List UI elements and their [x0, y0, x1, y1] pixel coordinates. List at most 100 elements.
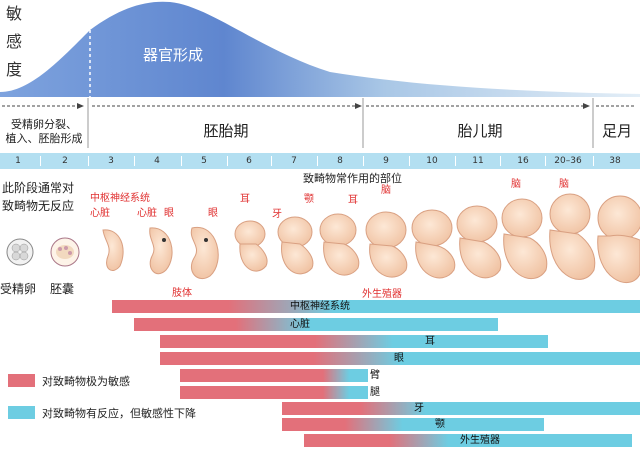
week-3: 3	[108, 156, 114, 166]
bar-label-legs: 腿	[370, 387, 380, 398]
week-sep	[455, 156, 456, 166]
period-full-term: 足月	[601, 122, 632, 140]
bar-arms	[180, 369, 368, 382]
embryo-wk4	[149, 227, 173, 275]
week-sep	[545, 156, 546, 166]
arrow-fetal-head	[583, 103, 590, 109]
label-jaw: 颚	[304, 194, 314, 205]
week-sep	[40, 156, 41, 166]
label-ear-wk8: 耳	[348, 195, 358, 206]
week-sep	[409, 156, 410, 166]
embryo-wk6	[234, 220, 268, 272]
week-sep	[271, 156, 272, 166]
period-pre-line-2: 植入、胚胎形成	[5, 132, 83, 145]
week-1: 1	[15, 156, 21, 166]
bar-jaw	[282, 418, 544, 431]
zygote-illustration	[6, 238, 34, 266]
embryo-wk5	[190, 227, 219, 280]
early-note-line-1: 此阶段通常对	[2, 181, 75, 195]
arrow-pre-head	[77, 103, 84, 109]
sensitivity-curve-area	[0, 1, 640, 97]
week-9: 9	[383, 156, 389, 166]
fetus-wk9	[365, 211, 408, 278]
embryo-wk8	[319, 213, 360, 276]
label-eye-wk4: 眼	[164, 208, 174, 219]
legend-swatch-highly-sensitive	[8, 374, 35, 387]
week-sep	[227, 156, 228, 166]
label-brain-wk16: 脑	[511, 179, 521, 190]
bar-ear	[160, 335, 548, 348]
organs-header: 致畸物常作用的部位	[303, 172, 402, 185]
week-7: 7	[291, 156, 297, 166]
bar-cns	[112, 300, 640, 313]
period-fetal: 胎儿期	[457, 122, 503, 140]
bar-label-teeth: 牙	[414, 403, 424, 414]
y-axis-char-3: 度	[6, 60, 23, 79]
label-blastocyst: 胚囊	[50, 282, 75, 296]
label-cns: 中枢神经系统	[90, 193, 150, 204]
label-eye-wk5: 眼	[208, 208, 218, 219]
blastocyst-illustration	[50, 237, 80, 267]
week-5: 5	[201, 156, 207, 166]
bar-legs	[180, 386, 368, 399]
legend-swatch-reduced-sensitivity	[8, 406, 35, 419]
period-embryo: 胚胎期	[203, 122, 249, 140]
legend-reduced-sensitivity: 对致畸物有反应，但敏感性下降	[42, 407, 196, 420]
week-2: 2	[62, 156, 68, 166]
bar-genitals	[304, 434, 632, 447]
label-brain-wk20: 脑	[559, 179, 569, 190]
label-zygote: 受精卵	[0, 282, 37, 296]
week-20-36: 20–36	[554, 156, 582, 166]
early-stage-note: 此阶段通常对 致畸物无反应	[2, 179, 74, 215]
bar-eye	[160, 352, 640, 365]
label-genitals: 外生殖器	[362, 289, 402, 300]
period-pre-line-1: 受精卵分裂、	[11, 118, 77, 131]
week-4: 4	[154, 156, 160, 166]
embryo-wk3	[102, 229, 124, 271]
week-16: 16	[517, 156, 529, 166]
y-axis-char-1: 敏	[6, 4, 23, 23]
early-note-line-2: 致畸物无反应	[2, 199, 75, 213]
bar-label-ear: 耳	[425, 336, 435, 347]
fetus-wk16	[501, 198, 548, 280]
week-sep	[363, 156, 364, 166]
bar-label-eye: 眼	[394, 353, 404, 364]
week-sep	[593, 156, 594, 166]
fetus-wk20-36	[549, 193, 596, 280]
week-38: 38	[609, 156, 621, 166]
week-8: 8	[337, 156, 343, 166]
bar-label-arms: 臂	[370, 370, 380, 381]
bar-label-genitals: 外生殖器	[460, 435, 500, 446]
week-sep	[88, 156, 89, 166]
organogenesis-label: 器官形成	[143, 46, 204, 64]
week-sep	[181, 156, 182, 166]
bar-label-heart: 心脏	[290, 319, 310, 330]
week-11: 11	[472, 156, 484, 166]
embryo-illustrations	[6, 193, 640, 284]
sensitivity-curve	[0, 1, 640, 97]
label-teeth: 牙	[272, 209, 282, 220]
bar-heart	[134, 318, 498, 331]
y-axis-char-2: 感	[6, 32, 23, 51]
week-sep	[500, 156, 501, 166]
week-6: 6	[246, 156, 252, 166]
week-10: 10	[426, 156, 438, 166]
fetus-wk10	[411, 209, 456, 279]
label-heart-wk4: 心脏	[137, 208, 157, 219]
period-arrows	[2, 98, 634, 148]
label-ear-wk6: 耳	[240, 194, 250, 205]
bar-label-jaw: 颚	[435, 419, 445, 430]
arrow-embryo-head	[355, 103, 362, 109]
bar-label-cns: 中枢神经系统	[290, 301, 350, 312]
bar-teeth	[282, 402, 640, 415]
legend-highly-sensitive: 对致畸物极为敏感	[42, 375, 130, 388]
label-brain-wk9: 脑	[381, 185, 391, 196]
fetus-wk11	[456, 205, 502, 279]
week-sep	[134, 156, 135, 166]
embryo-wk7	[277, 216, 314, 275]
label-limbs: 肢体	[172, 288, 192, 299]
week-band: 1 2 3 4 5 6 7 8 9 10 11 16 20–36 38	[0, 153, 640, 169]
week-sep	[317, 156, 318, 166]
label-heart-wk3: 心脏	[90, 208, 110, 219]
